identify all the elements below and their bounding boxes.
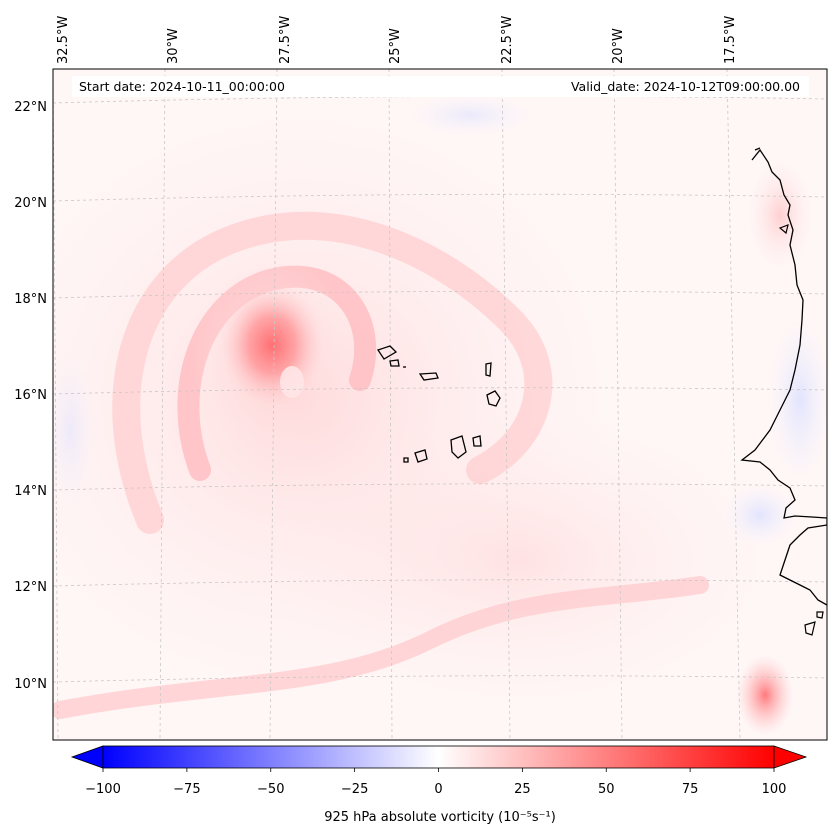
negative-area-east (770, 320, 827, 480)
colorbar-tick-label: 25 (514, 782, 531, 797)
colorbar-label: 925 hPa absolute vorticity (10⁻⁵s⁻¹) (324, 810, 556, 825)
graticule (53, 69, 827, 740)
lon-label: 25°W (388, 28, 403, 64)
negative-area-coast (725, 485, 795, 545)
colorbar-ticks: −100 −75 −50 −25 0 25 50 75 100 (85, 768, 786, 797)
island-brava (403, 457, 409, 463)
island-boa-vista (486, 390, 501, 407)
map-panel (53, 69, 827, 740)
negative-area-west (53, 350, 95, 510)
coastal-island-north (778, 224, 789, 235)
coastline (740, 148, 827, 606)
island-santiago (450, 435, 467, 459)
vortex-core (220, 283, 324, 407)
start-date-text: Start date: 2024-10-11_00:00:00 (79, 79, 285, 94)
island-maio (472, 435, 482, 447)
colorbar-tick-label: −75 (173, 782, 200, 797)
date-banner (72, 76, 809, 97)
colorbar-tick-label: −100 (85, 782, 121, 797)
lat-label: 14°N (14, 484, 47, 499)
lat-label: 18°N (14, 292, 47, 307)
colorbar-gradient (102, 745, 775, 769)
lon-label: 22.5°W (500, 16, 515, 64)
colorbar-extend-high (773, 745, 808, 769)
southern-band (53, 576, 709, 719)
longitude-labels: 32.5°W 30°W 27.5°W 25°W 22.5°W 20°W 17.5… (56, 16, 738, 64)
island-fogo (414, 449, 428, 463)
colorbar-tick-label: 50 (598, 782, 615, 797)
colorbar-extend-low (70, 745, 104, 769)
valid-date-text: Valid_date: 2024-10-12T09:00:00.00 (571, 79, 800, 94)
coastal-island-south (804, 621, 816, 636)
lon-label: 27.5°W (278, 16, 293, 64)
coastal-island-small (816, 611, 824, 619)
colorbar-tick-label: −25 (341, 782, 368, 797)
colorbar-tick-label: 75 (682, 782, 699, 797)
lat-label: 10°N (14, 677, 47, 692)
coastal-max-north (748, 160, 812, 270)
cape-verde-islands (376, 345, 501, 463)
island-santo-antao (376, 345, 398, 360)
latitude-labels: 22°N 20°N 18°N 16°N 14°N 12°N 10°N (14, 100, 47, 692)
island-sao-nicolau (418, 372, 439, 381)
spiral-band-outer (112, 211, 553, 534)
colorbar: −100 −75 −50 −25 0 25 50 75 100 925 hPa absolute… (70, 745, 808, 825)
lat-label: 22°N (14, 100, 47, 115)
lon-label: 30°W (166, 28, 181, 64)
colorbar-tick-label: −50 (257, 782, 284, 797)
lat-label: 16°N (14, 388, 47, 403)
coastline-north (754, 147, 761, 151)
island-sal (485, 362, 492, 377)
coastal-max-south (737, 655, 793, 735)
negative-area-north (410, 95, 530, 135)
colorbar-tick-label: 0 (434, 782, 442, 797)
lon-label: 32.5°W (56, 16, 71, 64)
lat-label: 20°N (14, 196, 47, 211)
lon-label: 17.5°W (723, 16, 738, 64)
colorbar-tick-label: 100 (762, 782, 787, 797)
lon-label: 20°W (611, 28, 626, 64)
vortex-inner-minimum (280, 366, 304, 398)
vorticity-field-south (260, 410, 780, 710)
lat-label: 12°N (14, 580, 47, 595)
island-sao-vicente (389, 359, 400, 367)
map-frame (52, 68, 828, 741)
